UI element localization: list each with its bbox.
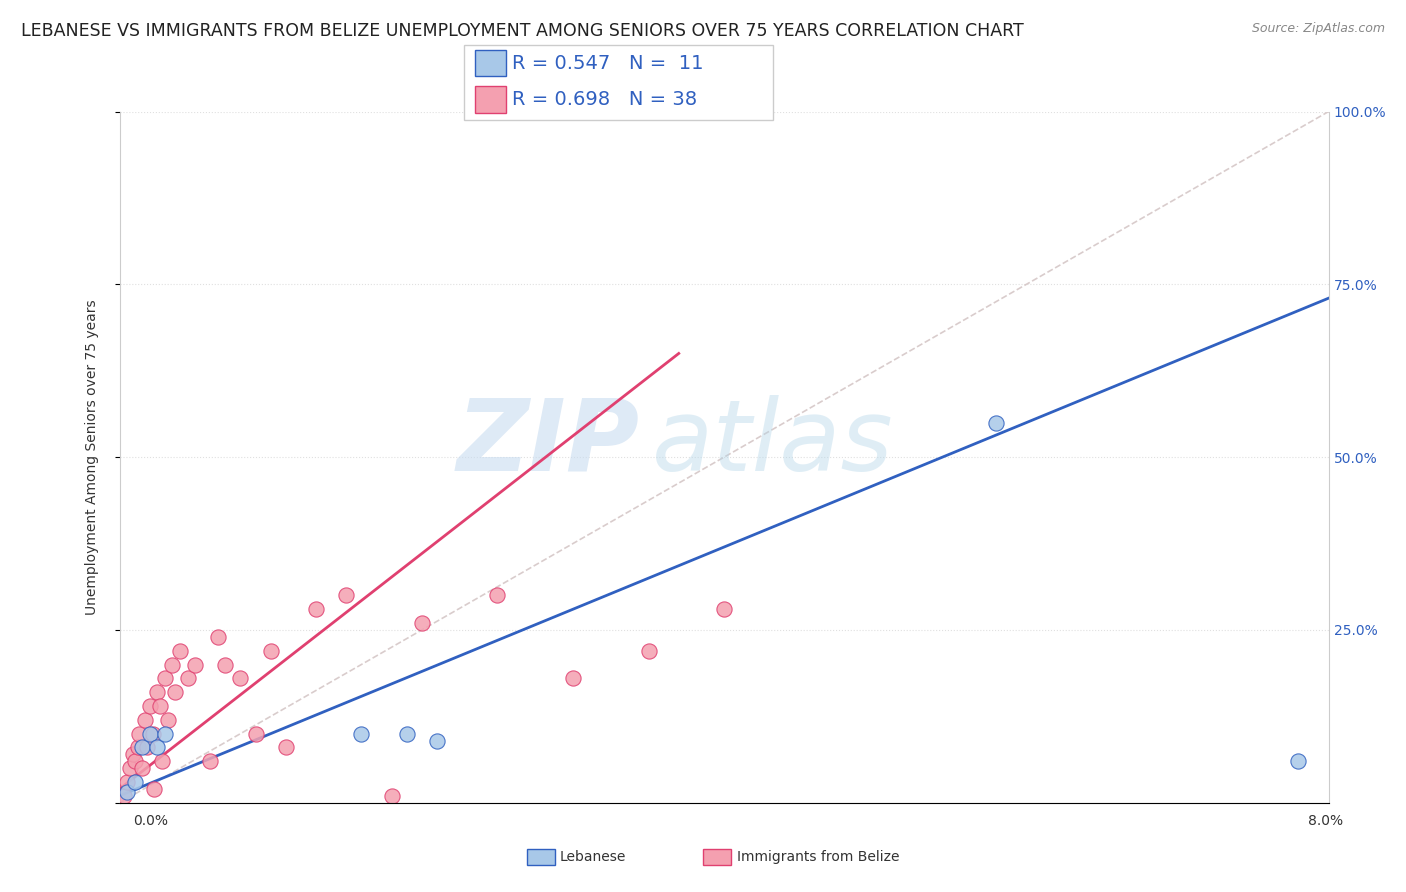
Point [165, 685, 187, 699]
Point [184, 657, 207, 672]
Text: ZIP: ZIP [457, 395, 640, 491]
Point [176, 671, 198, 685]
Point [153, 726, 176, 740]
Point [200, 755, 222, 769]
Point [115, 775, 138, 789]
Point [128, 726, 150, 740]
Point [426, 733, 449, 747]
Point [1286, 755, 1309, 769]
Point [124, 755, 146, 769]
Point [115, 785, 138, 799]
Point [395, 726, 418, 740]
Point [146, 740, 169, 755]
Point [169, 644, 191, 658]
Text: R = 0.698   N = 38: R = 0.698 N = 38 [512, 90, 697, 109]
Point [150, 755, 173, 769]
Point [112, 789, 135, 803]
Point [135, 740, 157, 755]
Point [149, 699, 172, 714]
Y-axis label: Unemployment Among Seniors over 75 years: Unemployment Among Seniors over 75 years [84, 300, 98, 615]
Text: R = 0.547   N =  11: R = 0.547 N = 11 [512, 54, 703, 73]
Point [274, 740, 297, 755]
Point [122, 747, 145, 762]
Point [214, 657, 236, 672]
Point [561, 671, 585, 685]
Point [138, 699, 162, 714]
Text: 8.0%: 8.0% [1308, 814, 1343, 828]
Point [156, 713, 179, 727]
Text: atlas: atlas [651, 395, 893, 491]
Point [713, 602, 735, 616]
Point [411, 615, 433, 630]
Point [245, 726, 267, 740]
Point [124, 775, 146, 789]
Text: 0.0%: 0.0% [134, 814, 169, 828]
Point [134, 713, 156, 727]
Point [131, 740, 153, 755]
Point [259, 644, 281, 658]
Point [984, 416, 1007, 430]
Point [335, 589, 357, 603]
Point [350, 726, 373, 740]
Text: LEBANESE VS IMMIGRANTS FROM BELIZE UNEMPLOYMENT AMONG SENIORS OVER 75 YEARS CORR: LEBANESE VS IMMIGRANTS FROM BELIZE UNEMP… [21, 22, 1024, 40]
Point [146, 685, 169, 699]
Point [138, 726, 162, 740]
Text: Immigrants from Belize: Immigrants from Belize [737, 850, 900, 864]
Point [229, 671, 252, 685]
Point [120, 761, 142, 775]
Text: Lebanese: Lebanese [560, 850, 626, 864]
Point [127, 740, 149, 755]
Point [380, 789, 402, 803]
Point [207, 630, 229, 644]
Point [486, 589, 509, 603]
Point [162, 657, 184, 672]
Point [153, 671, 176, 685]
Point [305, 602, 328, 616]
Point [143, 781, 166, 797]
Point [142, 726, 165, 740]
Point [637, 644, 659, 658]
Point [131, 761, 153, 775]
Text: Source: ZipAtlas.com: Source: ZipAtlas.com [1251, 22, 1385, 36]
